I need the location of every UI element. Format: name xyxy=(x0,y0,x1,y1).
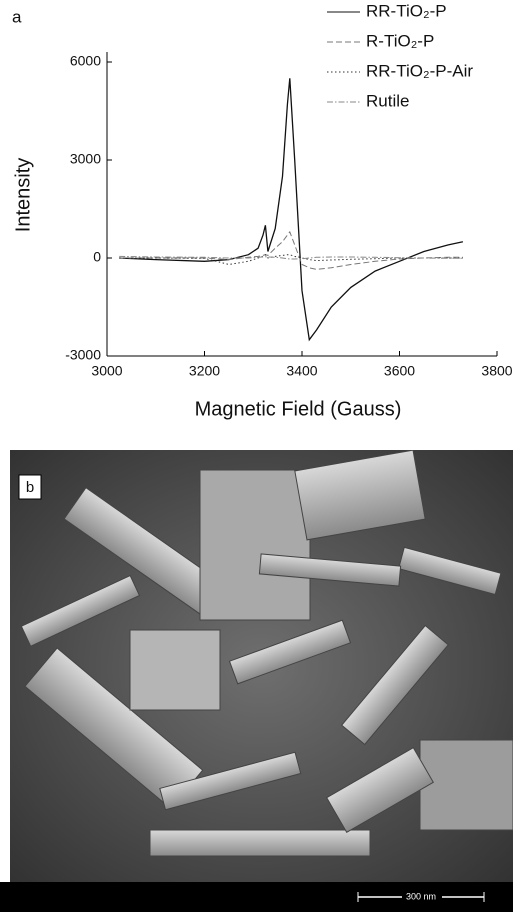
y-tick-label: -3000 xyxy=(65,347,101,363)
data-line xyxy=(119,78,464,342)
data-line xyxy=(119,255,463,260)
legend-label: RR-TiO₂-P-Air xyxy=(366,61,473,80)
chart: a Intensity Magnetic Field (Gauss) -3000… xyxy=(12,1,513,420)
data-line xyxy=(119,254,463,266)
x-tick-label: 3600 xyxy=(384,363,415,379)
y-axis-label: Intensity xyxy=(12,158,34,232)
x-tick-label: 3800 xyxy=(481,363,512,379)
data-line xyxy=(119,230,463,270)
legend-label: Rutile xyxy=(366,91,409,110)
x-tick-label: 3400 xyxy=(286,363,317,379)
x-axis-label: Magnetic Field (Gauss) xyxy=(195,398,402,420)
y-tick-label: 3000 xyxy=(70,151,101,167)
panel-label: a xyxy=(12,7,22,26)
scale-bar-label: 300 nm xyxy=(406,891,436,901)
x-tick-label: 3200 xyxy=(189,363,220,379)
x-tick-label: 3000 xyxy=(91,363,122,379)
panel-label: b xyxy=(26,479,34,496)
legend-label: RR-TiO₂-P xyxy=(366,1,447,20)
y-tick-label: 0 xyxy=(93,249,101,265)
y-tick-label: 6000 xyxy=(70,53,101,69)
sem-image: b 300 nm xyxy=(0,440,513,912)
legend-label: R-TiO₂-P xyxy=(366,31,434,50)
